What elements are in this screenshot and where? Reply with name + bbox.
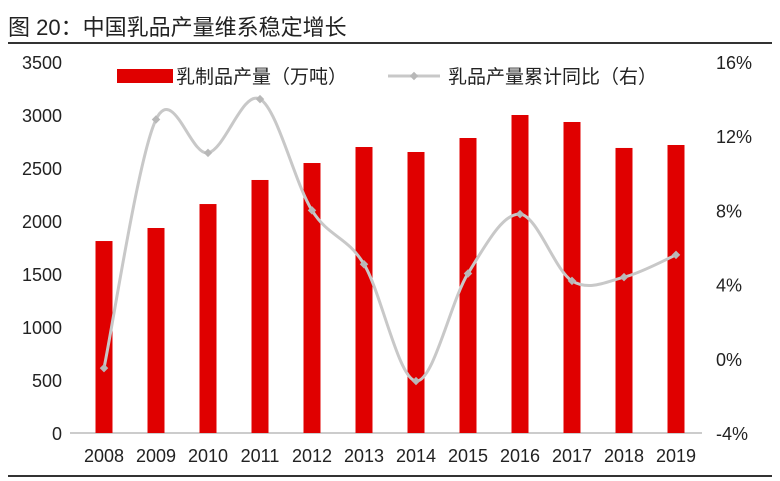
yoy-line <box>102 96 677 383</box>
left-tick-label: 1000 <box>22 318 62 338</box>
right-tick-label: -4% <box>716 424 748 444</box>
x-tick-label: 2013 <box>344 446 384 466</box>
x-tick-label: 2011 <box>241 446 280 466</box>
x-tick-label: 2019 <box>656 446 696 466</box>
right-tick-label: 16% <box>716 53 752 73</box>
left-tick-label: 0 <box>52 424 62 444</box>
title-divider <box>8 42 772 44</box>
bottom-divider <box>8 475 772 477</box>
x-tick-label: 2015 <box>448 446 488 466</box>
bar-2014 <box>407 151 425 433</box>
x-tick-label: 2009 <box>136 446 176 466</box>
yoy-point-2012 <box>307 206 317 215</box>
right-tick-label: 0% <box>716 350 742 370</box>
legend-label-line: 乳品产量累计同比（右） <box>448 66 657 88</box>
yoy-point-2014 <box>411 376 421 386</box>
bar-2009 <box>147 227 165 433</box>
left-tick-label: 2000 <box>22 212 62 232</box>
left-tick-label: 3500 <box>22 53 62 73</box>
figure-title: 图 20：中国乳品产量维系稳定增长 <box>8 15 347 40</box>
left-tick-label: 500 <box>32 371 62 391</box>
x-tick-label: 2012 <box>292 446 332 466</box>
yoy-point-2010 <box>203 148 213 158</box>
yoy-point-2008 <box>99 363 109 373</box>
yoy-point-2013 <box>359 259 369 269</box>
yoy-point-2015 <box>463 269 473 278</box>
x-tick-label: 2008 <box>84 446 124 466</box>
legend-label-bar: 乳制品产量（万吨） <box>176 66 347 88</box>
left-tick-label: 3000 <box>22 106 62 126</box>
yoy-point-2011 <box>255 94 265 104</box>
left-tick-label: 2500 <box>22 159 62 179</box>
left-tick-label: 1500 <box>22 265 62 285</box>
x-tick-label: 2014 <box>396 446 436 466</box>
yoy-point-2018 <box>619 272 629 282</box>
right-tick-label: 8% <box>716 201 742 221</box>
x-tick-label: 2010 <box>188 446 228 466</box>
bar-2015 <box>459 138 477 433</box>
legend-swatch-bar <box>117 69 173 83</box>
legend-marker-line <box>409 71 419 81</box>
right-tick-label: 12% <box>716 127 752 147</box>
bar-2019 <box>667 144 685 434</box>
bar-2010 <box>199 204 217 433</box>
x-tick-label: 2017 <box>552 446 592 466</box>
x-tick-label: 2016 <box>500 446 540 466</box>
bar-2008 <box>95 241 113 433</box>
x-tick-label: 2018 <box>604 446 644 466</box>
bar-2011 <box>251 179 269 433</box>
yoy-point-2017 <box>567 276 577 286</box>
right-tick-label: 4% <box>716 276 742 296</box>
bar-2018 <box>615 147 633 433</box>
bar-2012 <box>303 163 321 433</box>
yoy-point-2009 <box>151 115 161 124</box>
bar-2013 <box>355 147 373 433</box>
bar-2016 <box>511 115 529 433</box>
